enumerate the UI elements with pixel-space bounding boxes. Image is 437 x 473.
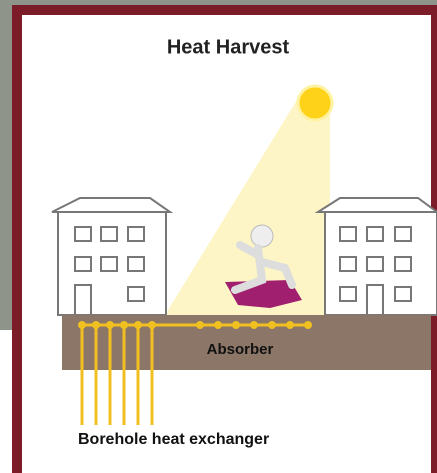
building-right — [318, 198, 437, 315]
figure — [251, 225, 273, 247]
sun — [298, 86, 332, 120]
title: Heat Harvest — [167, 36, 290, 58]
absorber-label: Absorber — [207, 341, 274, 358]
borehole-label: Borehole heat exchanger — [78, 431, 269, 448]
page: {"title": "Heat Harvest", "labels": {"ab… — [0, 0, 437, 473]
building-left — [52, 198, 170, 315]
diagram: Heat Harvest Absorber Borehole heat exch… — [0, 0, 437, 473]
